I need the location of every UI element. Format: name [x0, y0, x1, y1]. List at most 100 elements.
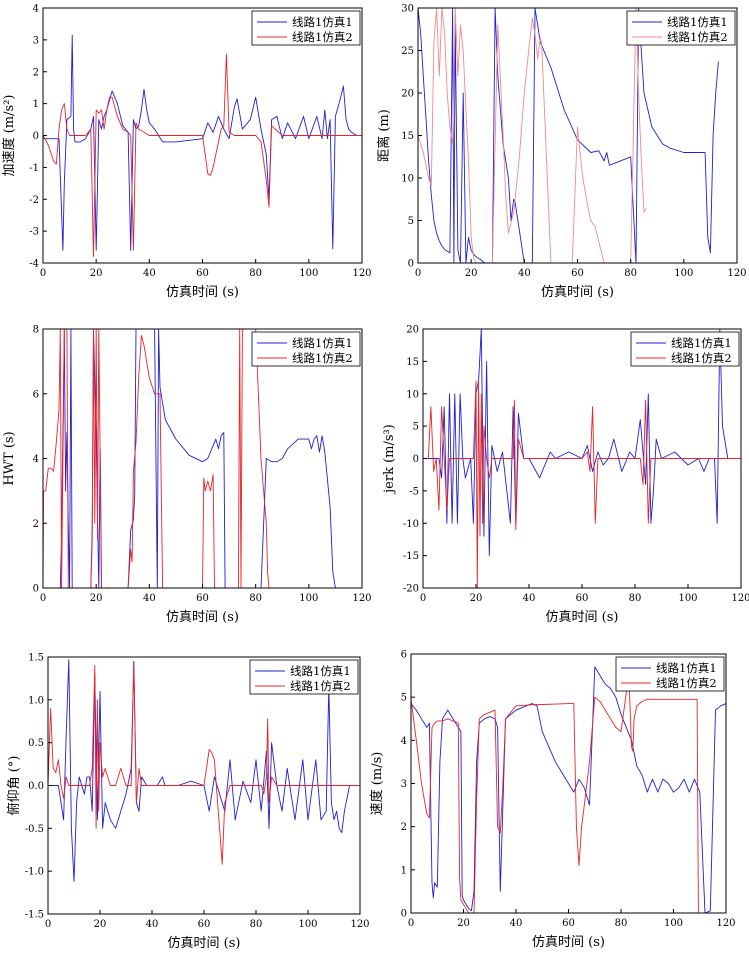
legend-hwt [251, 331, 361, 367]
y-tick-label-hwt: 0 [33, 584, 39, 595]
x-axis-label-speed: 仿真时间 (s) [532, 935, 605, 950]
x-tick-label-dist: 60 [571, 268, 584, 279]
series-line-hwt-2 [43, 329, 283, 588]
y-tick-label-acc: -3 [29, 227, 39, 238]
y-tick-label-pitch: 1.0 [28, 695, 44, 706]
y-tick-label-dist: 10 [401, 174, 414, 185]
y-tick-label-jerk: 20 [406, 325, 419, 336]
x-tick-label-jerk: 40 [523, 593, 536, 604]
y-tick-label-dist: 5 [408, 216, 414, 227]
legend-dist [626, 10, 736, 46]
y-tick-label-speed: 0 [401, 909, 407, 920]
x-tick-label-acc: 80 [249, 268, 262, 279]
y-axis-label-speed: 速度 (m/s) [369, 752, 385, 816]
y-tick-label-speed: 3 [401, 779, 407, 790]
x-tick-label-acc: 60 [196, 268, 209, 279]
x-tick-label-hwt: 0 [40, 593, 46, 604]
x-tick-label-hwt: 60 [196, 593, 209, 604]
y-tick-label-acc: -4 [29, 259, 39, 270]
x-axis-label-acc: 仿真时间 (s) [166, 285, 239, 300]
legend-label-hwt-1: 线路1仿真1 [292, 336, 353, 350]
y-tick-label-acc: 0 [33, 131, 39, 142]
x-tick-label-jerk: 120 [731, 593, 749, 604]
y-tick-label-dist: 25 [401, 46, 414, 57]
y-tick-label-hwt: 4 [33, 454, 39, 465]
x-tick-label-hwt: 20 [90, 593, 103, 604]
x-tick-label-hwt: 100 [299, 593, 318, 604]
legend-label-dist-1: 线路1仿真1 [667, 15, 728, 29]
series-line-dist-2 [418, 8, 647, 263]
x-tick-label-pitch: 0 [45, 919, 51, 930]
y-tick-label-acc: 1 [33, 99, 39, 110]
x-tick-label-pitch: 20 [94, 919, 107, 930]
y-tick-label-dist: 30 [401, 4, 414, 15]
y-tick-label-acc: -2 [29, 195, 39, 206]
y-axis-label-acc: 加速度 (m/s²) [1, 95, 17, 177]
y-tick-label-jerk: -20 [403, 584, 419, 595]
chart-panel-pitch: 0 20 40 60 80 100 120 -1.5 -1.0 -0.5 0.0 0.5 1.0 1.5 仿… [6, 653, 370, 952]
series-line-acc-1 [43, 34, 362, 251]
x-axis-label-jerk: 仿真时间 (s) [546, 610, 619, 625]
y-tick-label-speed: 4 [401, 736, 407, 747]
x-axis-label-dist: 仿真时间 (s) [541, 285, 614, 300]
x-axis-label-pitch: 仿真时间 (s) [168, 936, 241, 951]
y-tick-label-pitch: 0.5 [28, 738, 44, 749]
y-axis-label-hwt: HWT (s) [2, 431, 17, 485]
y-tick-label-jerk: 10 [406, 389, 419, 400]
x-tick-label-speed: 100 [664, 918, 683, 929]
x-tick-label-speed: 20 [457, 918, 470, 929]
series-line-hwt-1 [43, 329, 336, 588]
legend-pitch [249, 659, 359, 695]
x-tick-label-dist: 80 [624, 268, 637, 279]
legend-label-hwt-2: 线路1仿真2 [292, 351, 353, 365]
x-tick-label-dist: 120 [727, 268, 746, 279]
y-tick-label-dist: 0 [408, 259, 414, 270]
legend-label-acc-1: 线路1仿真1 [292, 15, 353, 29]
x-tick-label-speed: 120 [716, 918, 735, 929]
series-line-dist-1 [418, 8, 719, 263]
y-tick-label-pitch: -0.5 [25, 824, 44, 835]
x-tick-label-acc: 100 [299, 268, 318, 279]
x-tick-label-hwt: 40 [143, 593, 156, 604]
plot-frame-hwt [42, 328, 363, 589]
y-tick-label-dist: 15 [401, 131, 414, 142]
x-tick-label-dist: 20 [465, 268, 478, 279]
x-tick-label-pitch: 120 [350, 919, 369, 930]
series-line-pitch-2 [48, 660, 360, 865]
series-line-jerk-2 [423, 380, 741, 588]
x-tick-label-acc: 40 [143, 268, 156, 279]
x-axis-label-hwt: 仿真时间 (s) [166, 610, 239, 625]
y-tick-label-speed: 2 [401, 822, 407, 833]
chart-panel-speed: 0 20 40 60 80 100 120 0 1 2 3 4 5 6 仿真时间 (s) 速度 (m/s) 线路… [369, 650, 736, 951]
y-tick-label-hwt: 6 [33, 389, 39, 400]
y-axis-label-pitch: 俯仰角 (°) [6, 756, 22, 816]
x-tick-label-acc: 120 [352, 268, 371, 279]
chart-panel-jerk: 0 20 40 60 80 100 120 -20 -15 -10 -5 0 5 10 15 20 仿真时间 (… [382, 325, 749, 626]
x-tick-label-jerk: 0 [420, 593, 426, 604]
x-tick-label-dist: 100 [674, 268, 693, 279]
y-axis-label-dist: 距离 (m) [376, 109, 392, 162]
x-tick-label-speed: 80 [615, 918, 628, 929]
legend-label-pitch-2: 线路1仿真2 [290, 679, 351, 693]
x-tick-label-acc: 20 [90, 268, 103, 279]
series-line-acc-2 [43, 53, 362, 258]
x-tick-label-jerk: 100 [678, 593, 697, 604]
y-tick-label-jerk: -5 [409, 486, 419, 497]
chart-panel-hwt: 0 20 40 60 80 100 120 0 2 4 6 8 仿真时间 (s) HWT (s) 线路1仿真… [2, 325, 372, 626]
legend-label-speed-1: 线路1仿真1 [656, 661, 717, 675]
legend-label-pitch-1: 线路1仿真1 [290, 664, 351, 678]
y-tick-label-pitch: -1.0 [25, 867, 44, 878]
y-tick-label-jerk: 5 [413, 422, 419, 433]
x-tick-label-speed: 40 [510, 918, 523, 929]
y-tick-label-jerk: 15 [406, 357, 419, 368]
y-tick-label-pitch: 1.5 [28, 653, 44, 664]
y-tick-label-dist: 20 [401, 89, 414, 100]
series-line-speed-2 [411, 675, 726, 913]
legend-label-jerk-1: 线路1仿真1 [671, 336, 732, 350]
x-tick-label-hwt: 120 [352, 593, 371, 604]
x-tick-label-speed: 0 [408, 918, 414, 929]
legend-jerk [630, 331, 740, 367]
y-tick-label-speed: 6 [401, 650, 407, 661]
chart-panel-dist: 0 20 40 60 80 100 120 0 5 10 15 20 25 30 仿真时间 (s) 距离 (m… [376, 4, 747, 301]
y-axis-label-jerk: jerk (m/s³) [382, 424, 397, 495]
